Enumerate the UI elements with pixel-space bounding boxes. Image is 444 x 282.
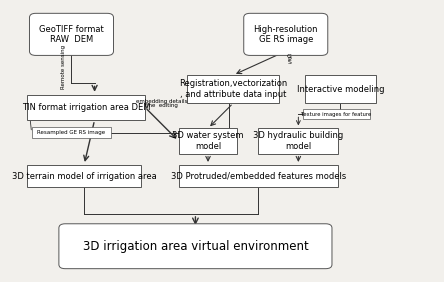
Text: 3D terrain model of irrigation area: 3D terrain model of irrigation area [12,171,156,180]
Bar [178,128,238,154]
Text: 3D water system
model: 3D water system model [172,131,244,151]
Text: 3D Protruded/embedded features models: 3D Protruded/embedded features models [171,171,346,180]
FancyBboxPatch shape [59,224,332,269]
Text: Remote sensing: Remote sensing [61,45,67,89]
Bar [187,75,279,103]
Text: TIN format irrigation area DEM: TIN format irrigation area DEM [22,103,151,112]
Text: Texture images for feature: Texture images for feature [301,112,371,117]
Text: embedding details: embedding details [136,99,187,104]
Bar [28,95,145,120]
Text: 3D hydraulic building
model: 3D hydraulic building model [253,131,344,151]
Bar [302,109,370,119]
Text: 3D irrigation area virtual environment: 3D irrigation area virtual environment [83,240,308,253]
Bar [178,165,338,187]
FancyBboxPatch shape [244,13,328,56]
Text: Resampled GE RS image: Resampled GE RS image [37,130,106,135]
Text: Interactive modeling: Interactive modeling [297,85,384,94]
Bar [28,165,141,187]
Text: High-resolution
GE RS image: High-resolution GE RS image [254,25,318,44]
Bar [305,75,376,103]
Text: Registration,vectorization
, and attribute data input: Registration,vectorization , and attribu… [179,80,287,99]
Text: fine  editing: fine editing [145,103,178,107]
Text: S: S [287,60,291,65]
Text: G: G [287,54,292,59]
Bar [32,127,111,138]
Bar [258,128,338,154]
Text: P: P [287,57,291,62]
Text: GeoTIFF format
RAW  DEM: GeoTIFF format RAW DEM [39,25,104,44]
FancyBboxPatch shape [29,13,114,56]
